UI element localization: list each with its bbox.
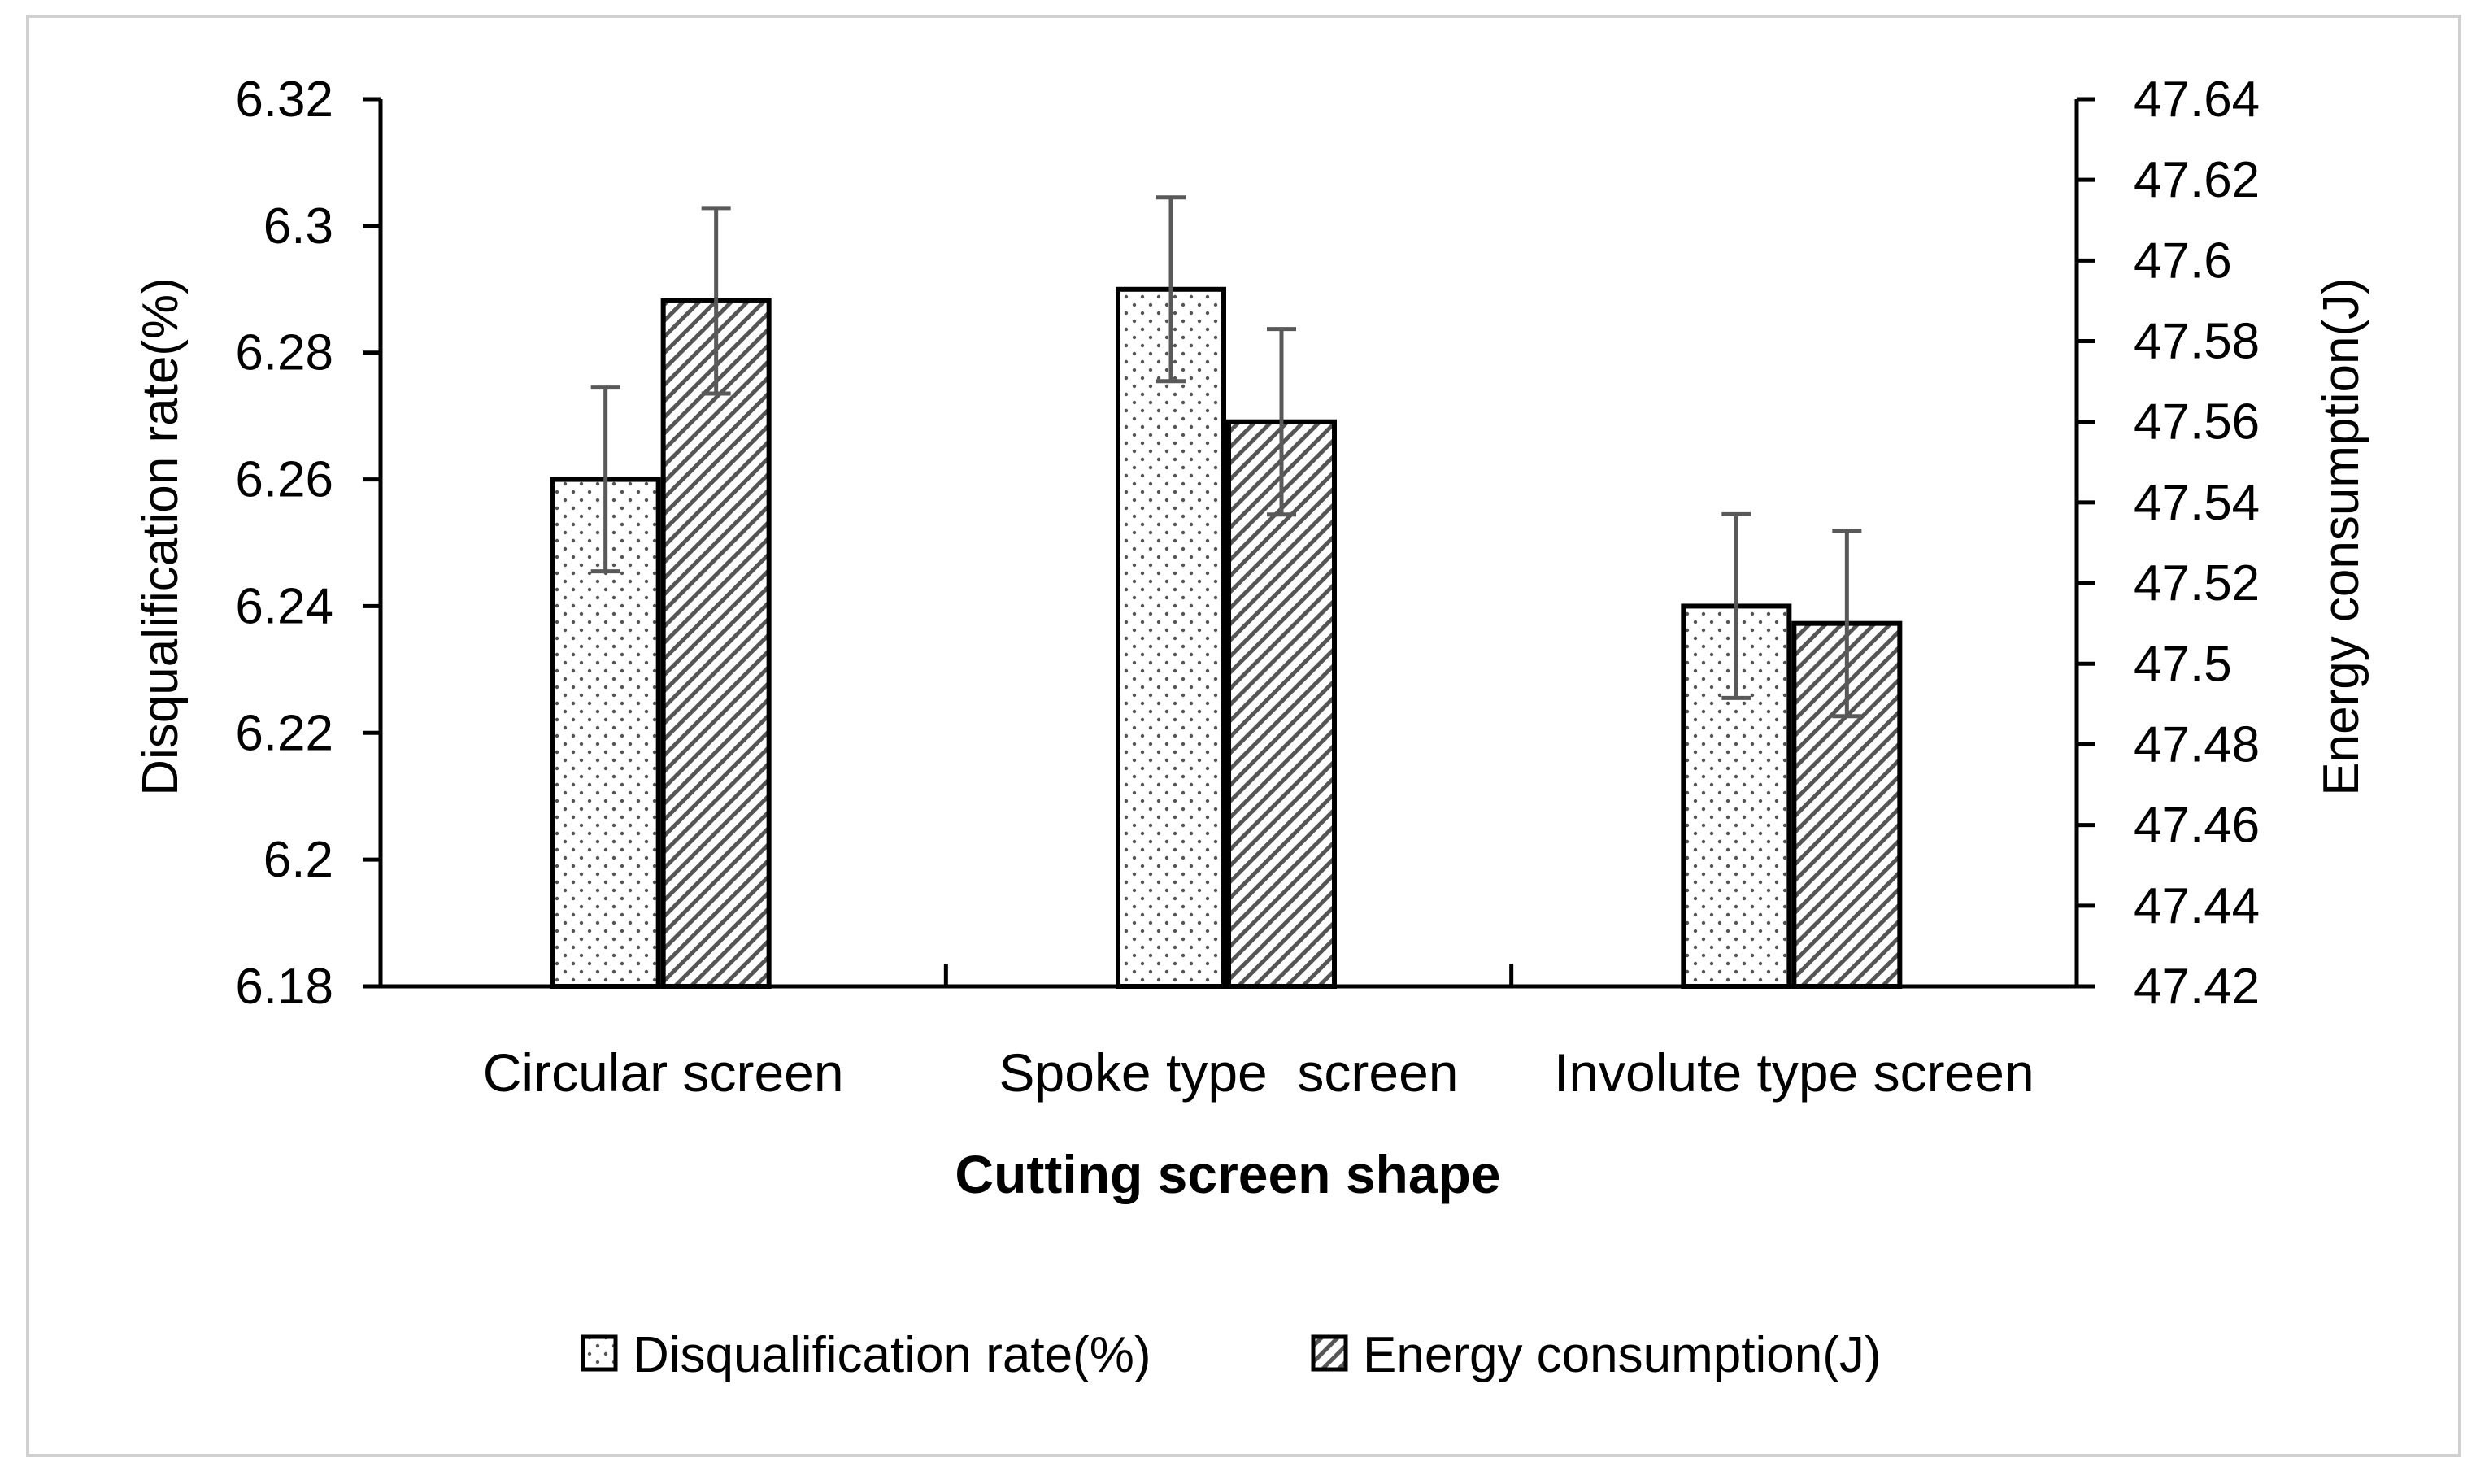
plot-area: 6.18 6.2 6.22 6.24 6.26 6.28 6.3 6.32 47.42 47.44… xyxy=(235,72,2260,1103)
y-left-tick-label: 6.32 xyxy=(235,72,333,128)
y-right-tick-label: 47.64 xyxy=(2134,72,2260,128)
y-right-tick-label: 47.52 xyxy=(2134,555,2260,611)
y-left-tick-label: 6.28 xyxy=(235,325,333,381)
x-axis-title-group: Cutting screen shape xyxy=(955,1144,1500,1204)
y-axis-right-title: Energy consumption(J) xyxy=(2313,277,2369,796)
y-right-tick-label: 47.42 xyxy=(2134,959,2260,1015)
y-left-tick-label: 6.3 xyxy=(263,198,333,255)
y-right-tick-label: 47.48 xyxy=(2134,716,2260,772)
y-right-tick-label: 47.62 xyxy=(2134,152,2260,208)
x-category-label: Circular screen xyxy=(483,1042,844,1103)
y-right-tick-label: 47.6 xyxy=(2134,233,2232,289)
x-axis-title: Cutting screen shape xyxy=(955,1144,1500,1204)
legend-label-energy: Energy consumption(J) xyxy=(1363,1327,1882,1383)
y-right-tick-label: 47.5 xyxy=(2134,636,2232,692)
y-axis-left-title: Disqualification rate(%) xyxy=(133,277,189,795)
y-left-tick-label: 6.18 xyxy=(235,959,333,1015)
legend: Disqualification rate(%) Energy consumpt… xyxy=(581,1327,1882,1383)
legend-swatch-energy xyxy=(1311,1334,1348,1372)
bar-energy xyxy=(660,298,772,990)
y-right-tick-label: 47.54 xyxy=(2134,475,2260,531)
x-category-label: Spoke type screen xyxy=(999,1042,1459,1103)
legend-swatch-disqualification xyxy=(581,1334,618,1372)
y-right-tick-label: 47.58 xyxy=(2134,314,2260,370)
y-left-tick-label: 6.22 xyxy=(235,705,333,761)
y-right-tick-label: 47.56 xyxy=(2134,394,2260,450)
y-right-tick-label: 47.46 xyxy=(2134,798,2260,854)
y-left-tick-label: 6.24 xyxy=(235,578,333,634)
y-right-tick-label: 47.44 xyxy=(2134,878,2260,934)
y-left-tick-label: 6.2 xyxy=(263,832,333,888)
x-category-label: Involute type screen xyxy=(1554,1042,2034,1103)
bar-disqualification xyxy=(1116,286,1226,989)
legend-label-disqualification: Disqualification rate(%) xyxy=(633,1327,1151,1383)
y-left-tick-label: 6.26 xyxy=(235,452,333,508)
